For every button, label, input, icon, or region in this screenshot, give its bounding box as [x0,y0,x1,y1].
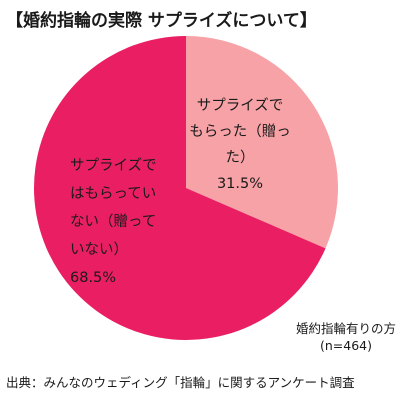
sample-basis-note: 婚約指輪有りの方 (n=464) [296,320,396,354]
slice-category-label-1-line-0: サプライズで [70,157,157,174]
slice-category-label-0-line-2: た） [226,149,255,166]
slice-category-label-1-line-3: いない） [70,241,128,258]
slice-category-label-0-line-0: サプライズで [197,97,284,114]
slice-value-label-0: 31.5% [217,176,263,192]
slice-category-label-1-line-2: ない（贈って [70,213,156,230]
chart-title: 【婚約指輪の実際 サプライズについて】 [6,11,317,31]
slice-category-label-1-line-1: はもらってい [70,185,156,202]
basis-line-2: (n=464) [320,338,373,353]
slice-category-label-0-line-1: もらった（贈っ [189,123,291,140]
pie-slice-0 [186,36,338,249]
basis-line-1: 婚約指輪有りの方 [296,321,397,336]
slice-value-label-1: 68.5% [70,270,116,286]
pie-slice-1 [34,36,326,341]
source-note: 出典：みんなのウェディング「指輪」に関するアンケート調査 [6,375,355,390]
